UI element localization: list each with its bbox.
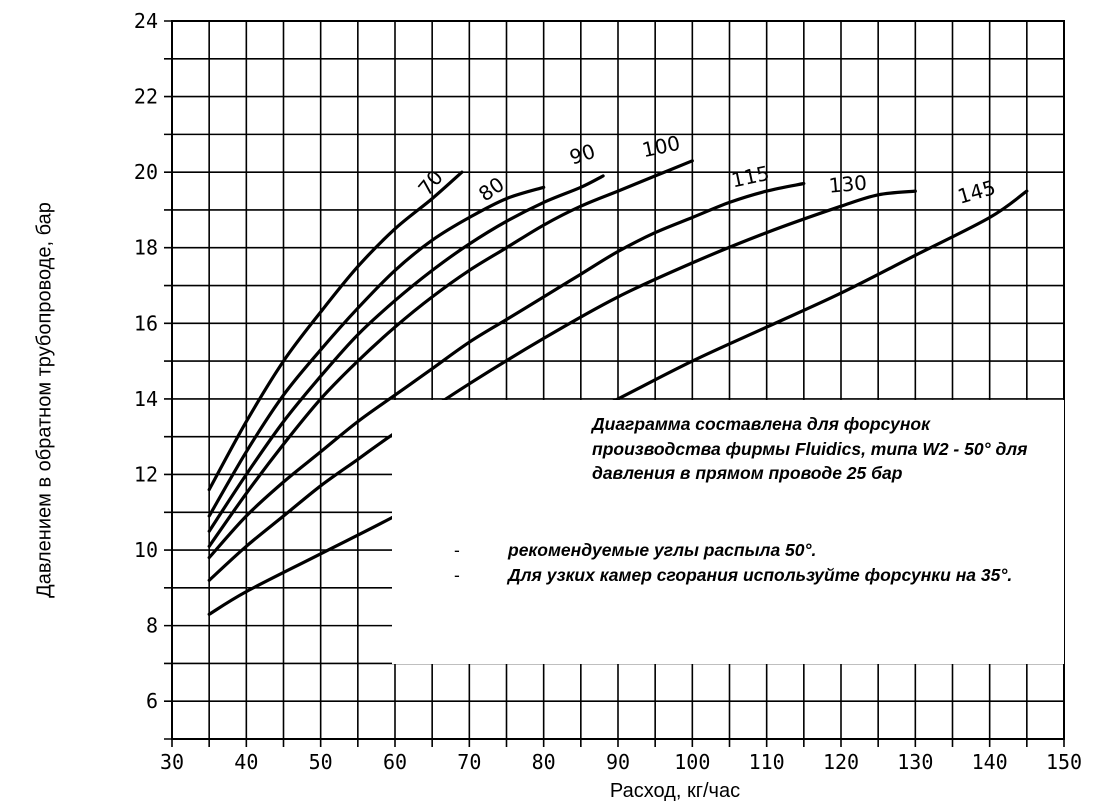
tick-labels: 30 40 50 60 70 80 90 100 110 120 130 140 150 6 8 10 12 14… (134, 9, 1082, 774)
bullet-mark: - (454, 564, 460, 585)
x-tick-label: 110 (749, 750, 785, 774)
y-tick-label: 24 (134, 9, 158, 33)
x-tick-label: 40 (234, 750, 258, 774)
series-line-80 (207, 185, 546, 518)
y-tick-label: 12 (134, 462, 158, 486)
series-lines (207, 159, 1029, 616)
series-line-130 (207, 189, 917, 582)
series-label-130: 130 (828, 170, 868, 197)
y-tick-label: 20 (134, 160, 158, 184)
series-label-100: 100 (640, 131, 682, 162)
y-axis-label-wrap: Давлением в обратном трубопроводе, бар (30, 60, 60, 740)
series-line-115 (207, 181, 806, 560)
x-tick-label: 130 (897, 750, 933, 774)
y-tick-label: 14 (134, 387, 158, 411)
x-tick-label: 80 (532, 750, 556, 774)
annotation-title: Диаграмма составлена для форсунок произв… (592, 414, 1028, 483)
y-tick-label: 16 (134, 311, 158, 335)
y-tick-label: 22 (134, 85, 158, 109)
x-axis-label: Расход, кг/час (609, 780, 741, 802)
series-line-90 (207, 174, 605, 533)
annotation-item-text: рекомендуемые углы распыла 50°. (508, 540, 817, 560)
series-line-70 (207, 170, 464, 492)
x-tick-label: 120 (823, 750, 859, 774)
x-tick-label: 60 (383, 750, 407, 774)
bullet-mark: - (454, 540, 460, 560)
y-tick-label: 10 (134, 538, 158, 562)
series-line-100 (207, 159, 694, 548)
y-tick-label: 8 (146, 614, 158, 638)
annotation-item: - Для узких камер сгорания используйте ф… (450, 563, 1050, 588)
annotation-item-text: Для узких камер сгорания используйте фор… (508, 564, 1013, 585)
y-tick-label: 18 (134, 236, 158, 260)
x-tick-label: 100 (674, 750, 710, 774)
plot-frame (171, 20, 1065, 740)
x-tick-label: 150 (1046, 750, 1082, 774)
y-tick-label: 6 (146, 689, 158, 713)
x-tick-label: 50 (309, 750, 333, 774)
x-tick-label: 140 (972, 750, 1008, 774)
x-tick-label: 30 (160, 750, 184, 774)
series-label-145: 145 (955, 175, 998, 209)
x-tick-label: 70 (457, 750, 481, 774)
y-axis-label: Давлением в обратном трубопроводе, бар (33, 202, 56, 598)
series-label-70: 70 (413, 165, 448, 200)
annotation-list: - рекомендуемые углы распыла 50°. - Для … (450, 538, 1050, 587)
annotation-box (392, 400, 1064, 664)
series-label-115: 115 (729, 161, 771, 192)
series-line-145 (207, 189, 1029, 616)
x-tick-label: 90 (606, 750, 630, 774)
annotation-item: - рекомендуемые углы распыла 50°. (450, 538, 1050, 563)
series-label-90: 90 (567, 139, 599, 170)
